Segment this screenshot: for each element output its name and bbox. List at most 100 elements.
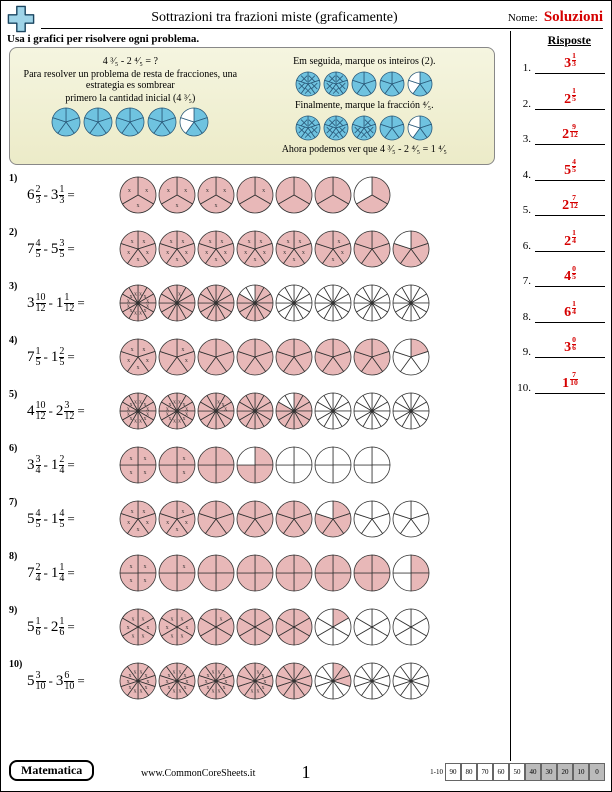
score-cell: 80 xyxy=(461,763,477,781)
svg-text:x: x xyxy=(302,250,305,256)
svg-text:x: x xyxy=(184,188,187,194)
svg-text:x: x xyxy=(173,399,176,405)
svg-text:x: x xyxy=(146,250,149,256)
problem-circles: xxxxxxxxxxxxx xyxy=(119,608,430,646)
page-number: 1 xyxy=(302,762,311,783)
svg-text:x: x xyxy=(134,311,137,317)
answer-row: 1. 313 xyxy=(515,53,605,74)
svg-text:x: x xyxy=(206,685,209,691)
problem-number: 1) xyxy=(9,173,27,184)
svg-text:x: x xyxy=(166,520,169,526)
problem-number: 6) xyxy=(9,443,27,454)
example-text2: primero la cantidad inicial (4 ³⁄₅) xyxy=(18,93,243,104)
svg-text:x: x xyxy=(144,456,147,462)
score-grid: 1-109080706050403020100 xyxy=(430,763,605,781)
svg-text:x: x xyxy=(172,670,175,676)
svg-text:x: x xyxy=(337,239,340,245)
answers-column: 1. 3132. 2153. 29124. 5455. 27126. 2147.… xyxy=(515,53,605,408)
worksheet-page: Sottrazioni tra frazioni miste (graficam… xyxy=(0,0,612,792)
problem-circles: xxxxxxxxxxxxxxxxxxxxxxxxxxxx xyxy=(119,230,430,268)
answer-value: 2712 xyxy=(535,195,605,216)
score-cell: 70 xyxy=(477,763,493,781)
answer-num: 8. xyxy=(515,311,531,323)
svg-text:x: x xyxy=(263,250,266,256)
problem-equation: 5310 - 3610 = xyxy=(27,671,119,692)
score-cell: 20 xyxy=(557,763,573,781)
score-cell: 30 xyxy=(541,763,557,781)
answer-num: 9. xyxy=(515,346,531,358)
svg-text:x: x xyxy=(127,358,130,364)
answer-row: 3. 2912 xyxy=(515,124,605,145)
svg-text:x: x xyxy=(142,347,145,353)
example-equation: 4 ³⁄₅ - 2 ⁴⁄₅ = ? xyxy=(18,56,243,67)
problem-row: 8) 724 - 114 = xxxxx xyxy=(9,551,499,595)
svg-text:x: x xyxy=(129,294,132,300)
svg-text:x: x xyxy=(137,257,140,263)
svg-text:x: x xyxy=(178,419,181,425)
problem-row: 10) 5310 - 3610 = xxxxxxxxxxxxxxxxxxxxxx… xyxy=(9,659,499,703)
svg-text:x: x xyxy=(183,564,186,570)
vertical-divider xyxy=(510,31,511,761)
svg-text:x: x xyxy=(141,634,144,640)
svg-text:x: x xyxy=(262,188,265,194)
svg-text:x: x xyxy=(128,188,131,194)
svg-text:x: x xyxy=(181,239,184,245)
svg-text:x: x xyxy=(142,239,145,245)
svg-text:x: x xyxy=(181,347,184,353)
svg-text:x: x xyxy=(134,399,137,405)
svg-text:x: x xyxy=(129,564,132,570)
answer-value: 545 xyxy=(535,159,605,180)
score-cell: 60 xyxy=(493,763,509,781)
svg-text:x: x xyxy=(141,616,144,622)
problem-circles: xxxxx xyxy=(119,554,430,592)
svg-text:x: x xyxy=(209,239,212,245)
answer-value: 215 xyxy=(535,88,605,109)
example-right: Em seguida, marque os inteiros (2). Fina… xyxy=(243,54,486,158)
problem-circles: xxxxxxxxxxxxxxxxxxxxxxxxxxxxxxxxxxxx xyxy=(119,662,430,700)
problem-equation: 516 - 216 = xyxy=(27,617,119,638)
svg-text:x: x xyxy=(133,688,136,694)
svg-text:x: x xyxy=(146,520,149,526)
problem-row: 9) 516 - 216 = xxxxxxxxxxxxx xyxy=(9,605,499,649)
example-box: 4 ³⁄₅ - 2 ⁴⁄₅ = ? Para resolver un probl… xyxy=(9,47,495,165)
svg-text:x: x xyxy=(173,419,176,425)
score-label: 1-10 xyxy=(430,763,443,781)
answer-num: 4. xyxy=(515,169,531,181)
problem-equation: 334 - 124 = xyxy=(27,455,119,476)
subject-box: Matematica xyxy=(9,760,94,781)
answer-value: 313 xyxy=(535,53,605,74)
svg-text:x: x xyxy=(129,416,132,422)
example-circles-r2 xyxy=(243,115,486,141)
svg-text:x: x xyxy=(219,616,222,622)
svg-text:x: x xyxy=(142,509,145,515)
svg-text:x: x xyxy=(220,239,223,245)
svg-text:x: x xyxy=(166,250,169,256)
svg-text:x: x xyxy=(293,257,296,263)
svg-text:x: x xyxy=(128,685,131,691)
svg-text:x: x xyxy=(183,470,186,476)
problem-circles: xxxxxxxxxxxxx xyxy=(119,284,430,322)
example-step2: Finalmente, marque la fracción ⁴⁄₅. xyxy=(243,100,486,111)
problem-number: 8) xyxy=(9,551,27,562)
svg-text:x: x xyxy=(181,509,184,515)
svg-text:x: x xyxy=(133,670,136,676)
answer-value: 1710 xyxy=(535,372,605,393)
answer-num: 10. xyxy=(515,382,531,394)
problem-row: 4) 715 - 125 = xxxxxxx xyxy=(9,335,499,379)
svg-text:x: x xyxy=(332,257,335,263)
svg-text:x: x xyxy=(129,578,132,584)
svg-text:x: x xyxy=(127,250,130,256)
svg-text:x: x xyxy=(283,250,286,256)
solutions-label: Soluzioni xyxy=(544,9,603,26)
problem-equation: 715 - 125 = xyxy=(27,347,119,368)
answer-row: 4. 545 xyxy=(515,159,605,180)
svg-text:x: x xyxy=(341,250,344,256)
svg-text:x: x xyxy=(287,239,290,245)
svg-text:x: x xyxy=(139,419,142,425)
svg-text:x: x xyxy=(259,239,262,245)
logo-plus-icon xyxy=(7,5,35,33)
svg-text:x: x xyxy=(171,634,174,640)
problem-number: 5) xyxy=(9,389,27,400)
problem-equation: 31012 - 1112 = xyxy=(27,293,119,314)
problem-circles: xxxxxx xyxy=(119,446,391,484)
